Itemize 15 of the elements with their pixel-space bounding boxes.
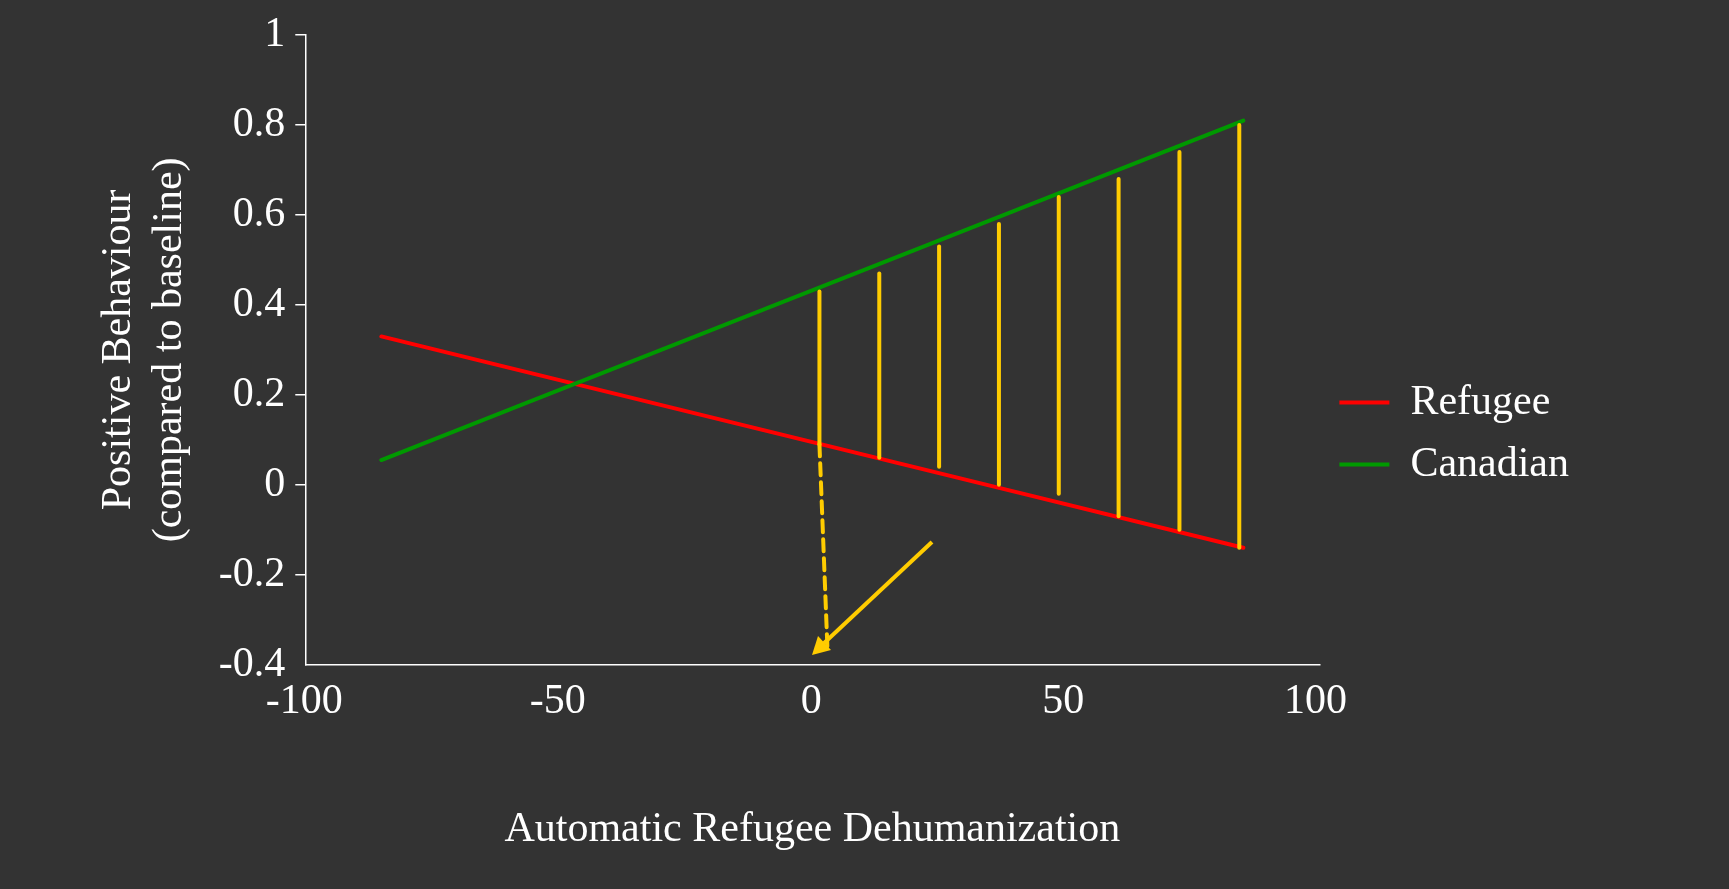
y-tick-label: 0 bbox=[264, 458, 286, 505]
y-tick-label: 0.2 bbox=[232, 368, 286, 415]
x-tick-label: 50 bbox=[1042, 675, 1085, 722]
y-tick-label: 0.6 bbox=[232, 189, 286, 236]
legend-label: Refugee bbox=[1410, 376, 1551, 423]
x-tick-label: 0 bbox=[800, 675, 822, 722]
y-axis-title: Positive Behaviour (compared to baseline) bbox=[93, 157, 191, 543]
y-tick-label: -0.2 bbox=[218, 548, 286, 595]
x-axis-title: Automatic Refugee Dehumanization bbox=[504, 803, 1121, 850]
legend-label: Canadian bbox=[1410, 438, 1569, 485]
y-tick-label: 1 bbox=[264, 9, 286, 56]
y-tick-label: 0.4 bbox=[232, 278, 286, 325]
x-tick-label: 100 bbox=[1283, 675, 1347, 722]
y-tick-label: 0.8 bbox=[232, 99, 286, 146]
x-tick-label: -50 bbox=[529, 675, 586, 722]
